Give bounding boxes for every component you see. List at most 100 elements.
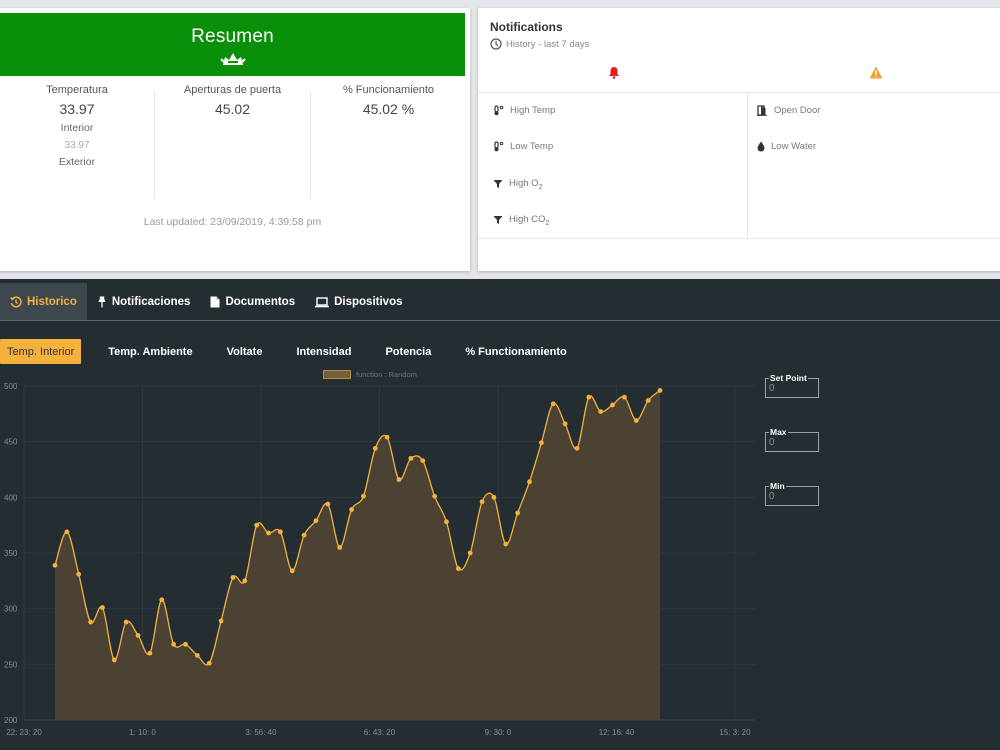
filter-icon xyxy=(493,216,503,225)
notification-high-co2[interactable]: High CO2 xyxy=(493,214,549,227)
tab-documentos[interactable]: Documentos xyxy=(200,283,305,321)
bell-icon[interactable] xyxy=(608,66,620,79)
history-chart[interactable]: 200 250 300 350 400 450 500 22: 23: 20 1: 10: 0… xyxy=(0,365,760,750)
last-updated: Last updated: 23/09/2019, 4:39:58 pm xyxy=(143,216,322,228)
subtab-temp-ambiente[interactable]: Temp. Ambiente xyxy=(108,345,193,358)
data-point[interactable] xyxy=(444,519,449,525)
stat-sub-label: Interior xyxy=(60,122,94,134)
data-point[interactable] xyxy=(171,641,177,647)
notification-low-water[interactable]: Low Water xyxy=(757,141,816,152)
data-point[interactable] xyxy=(52,562,58,568)
set-point-field: Set Point xyxy=(765,373,819,398)
notification-high-temp[interactable]: High Temp xyxy=(493,105,555,116)
data-point[interactable] xyxy=(111,657,117,663)
tab-historico[interactable]: Historico xyxy=(0,283,87,321)
max-box: Max xyxy=(765,427,819,452)
min-input[interactable] xyxy=(769,491,815,502)
data-point[interactable] xyxy=(598,409,604,415)
tab-notificaciones[interactable]: Notificaciones xyxy=(87,283,201,321)
data-point[interactable] xyxy=(183,641,188,647)
data-point[interactable] xyxy=(396,477,402,482)
data-point[interactable] xyxy=(633,418,639,423)
data-point[interactable] xyxy=(586,394,592,400)
data-point[interactable] xyxy=(645,398,651,403)
notification-open-door[interactable]: Open Door xyxy=(757,105,820,116)
data-point[interactable] xyxy=(159,597,165,603)
divider xyxy=(154,92,155,198)
resumen-card: Resumen Temperatura 33.97 Interior 33.97… xyxy=(0,8,470,271)
stat-value: 45.02 xyxy=(214,101,251,117)
data-point[interactable] xyxy=(242,578,248,584)
data-point[interactable] xyxy=(218,618,224,624)
crown-logo-icon xyxy=(219,53,246,65)
notification-low-temp[interactable]: Low Temp xyxy=(493,141,553,152)
data-point[interactable] xyxy=(349,507,354,512)
stat-label: Temperatura xyxy=(46,84,108,96)
data-point[interactable] xyxy=(325,501,331,507)
data-point[interactable] xyxy=(455,566,461,571)
data-point[interactable] xyxy=(230,575,236,580)
data-point[interactable] xyxy=(657,388,663,393)
data-point[interactable] xyxy=(313,518,319,524)
subtab-funcionamiento[interactable]: % Functionamiento xyxy=(465,345,567,358)
data-point[interactable] xyxy=(266,530,271,536)
clock-icon xyxy=(490,38,502,50)
data-point[interactable] xyxy=(76,571,82,577)
subtab-voltate[interactable]: Voltate xyxy=(226,345,263,358)
data-point[interactable] xyxy=(301,532,307,538)
filter-icon xyxy=(493,180,503,189)
data-point[interactable] xyxy=(254,522,260,528)
subtab-potencia[interactable]: Potencia xyxy=(385,345,432,358)
data-point[interactable] xyxy=(610,402,615,408)
data-point[interactable] xyxy=(194,653,200,658)
data-point[interactable] xyxy=(337,545,343,550)
historico-panel: Historico Notificaciones Documentos Disp… xyxy=(0,279,1000,750)
data-point[interactable] xyxy=(123,619,129,625)
stat-label: % Funcionamiento xyxy=(342,84,435,96)
data-point[interactable] xyxy=(361,493,366,499)
data-point[interactable] xyxy=(420,458,426,463)
data-point[interactable] xyxy=(384,434,390,440)
data-point[interactable] xyxy=(479,499,485,505)
subtab-intensidad[interactable]: Intensidad xyxy=(296,345,352,358)
data-point[interactable] xyxy=(408,455,414,461)
set-point-input[interactable] xyxy=(769,383,815,394)
data-point[interactable] xyxy=(64,529,70,535)
data-point[interactable] xyxy=(88,619,93,625)
data-point[interactable] xyxy=(538,440,544,446)
data-point[interactable] xyxy=(527,479,532,485)
x-tick-label: 22: 23: 20 xyxy=(6,728,42,737)
data-point[interactable] xyxy=(147,650,153,656)
tab-dispositivos[interactable]: Dispositivos xyxy=(305,283,412,321)
notification-label: High CO2 xyxy=(509,214,550,227)
data-point[interactable] xyxy=(550,401,556,407)
max-label: Max xyxy=(769,427,788,437)
max-input[interactable] xyxy=(769,437,815,448)
y-tick-label: 500 xyxy=(4,382,18,391)
notifications-subtitle: History - last 7 days xyxy=(490,38,589,50)
pin-icon xyxy=(98,296,106,308)
data-point[interactable] xyxy=(562,421,568,427)
notification-high-o2[interactable]: High O2 xyxy=(493,178,542,191)
document-icon xyxy=(210,296,220,308)
data-point[interactable] xyxy=(515,510,521,516)
warning-icon[interactable] xyxy=(869,66,883,79)
data-point[interactable] xyxy=(206,660,212,666)
data-point[interactable] xyxy=(432,493,438,499)
data-point[interactable] xyxy=(277,529,283,535)
min-box: Min xyxy=(765,481,819,506)
min-field: Min xyxy=(765,481,819,506)
data-point[interactable] xyxy=(100,605,105,610)
subtab-temp-interior[interactable]: Temp. Interior xyxy=(0,339,82,364)
data-point[interactable] xyxy=(491,494,497,500)
data-point[interactable] xyxy=(622,394,627,400)
data-point[interactable] xyxy=(135,632,141,638)
data-point[interactable] xyxy=(503,541,509,547)
data-point[interactable] xyxy=(289,568,295,574)
chart-legend[interactable]: function : Random xyxy=(323,370,417,379)
data-point[interactable] xyxy=(372,445,378,451)
tabs-divider xyxy=(0,320,1000,321)
data-point[interactable] xyxy=(574,445,580,451)
x-tick-label: 9: 30: 0 xyxy=(485,728,512,737)
data-point[interactable] xyxy=(467,550,473,556)
